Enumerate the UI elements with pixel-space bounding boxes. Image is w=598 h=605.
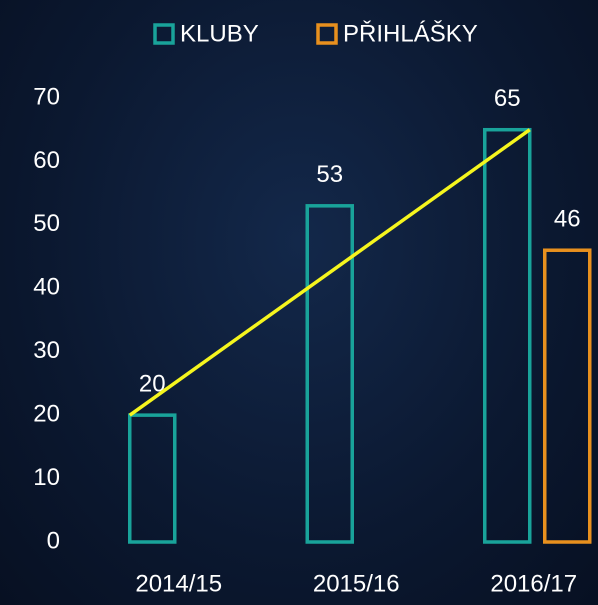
- y-tick-label: 20: [33, 400, 60, 427]
- legend-swatch: [316, 23, 338, 45]
- legend-swatch: [153, 23, 175, 45]
- legend-label: PŘIHLÁŠKY: [343, 19, 478, 47]
- legend-label: KLUBY: [180, 20, 259, 47]
- bar: [483, 127, 532, 544]
- value-label: 53: [316, 161, 343, 188]
- y-tick-label: 0: [47, 527, 60, 554]
- y-tick-label: 40: [33, 274, 60, 301]
- bar: [543, 248, 592, 544]
- x-tick-label: 2016/17: [490, 570, 577, 597]
- y-tick-label: 70: [33, 83, 60, 110]
- y-tick-label: 50: [33, 210, 60, 237]
- y-tick-label: 30: [33, 337, 60, 364]
- x-tick-label: 2014/15: [135, 570, 222, 597]
- bar: [305, 204, 354, 544]
- value-label: 65: [494, 85, 521, 112]
- value-label: 46: [554, 206, 581, 233]
- bar: [128, 413, 177, 544]
- x-tick-label: 2015/16: [313, 570, 400, 597]
- trend-line: [128, 128, 531, 417]
- y-tick-label: 10: [33, 464, 60, 491]
- y-tick-label: 60: [33, 147, 60, 174]
